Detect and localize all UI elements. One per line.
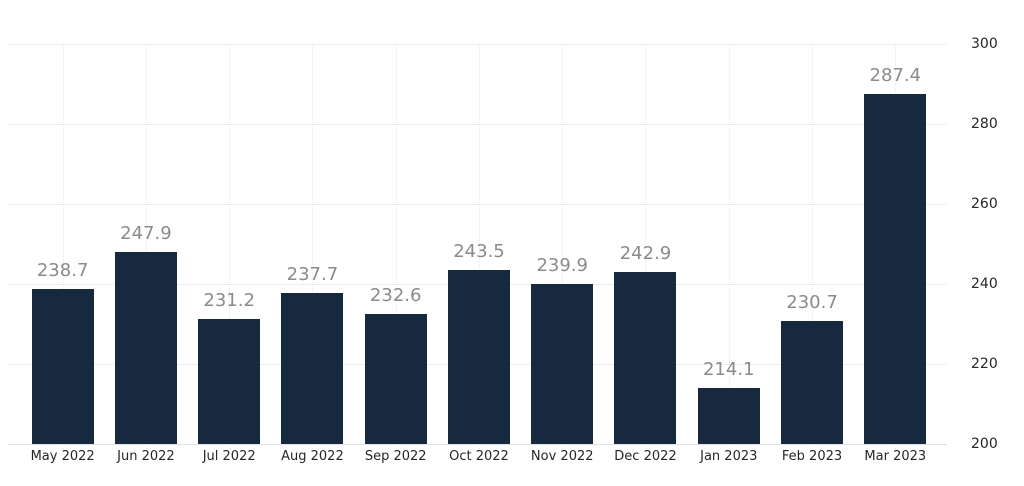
category-slot: 230.7 Feb 2023 <box>770 44 853 464</box>
bar-value-label: 239.9 <box>536 255 588 277</box>
x-axis-tick-label: May 2022 <box>30 449 95 464</box>
x-axis-tick-label: Jul 2022 <box>202 449 256 464</box>
bar-oct-2022[interactable] <box>447 270 510 444</box>
x-axis-tick-label: Aug 2022 <box>281 449 344 464</box>
bar-value-label: 247.9 <box>120 223 172 245</box>
vertical-gridline <box>478 44 480 449</box>
category-slot: 237.7 Aug 2022 <box>271 44 354 464</box>
bar-value-label: 237.7 <box>286 264 339 286</box>
bar-value-label: 232.6 <box>369 284 422 306</box>
vertical-gridline <box>62 44 64 449</box>
vertical-gridline <box>229 44 231 449</box>
y-axis-tick-label: 260 <box>971 196 998 212</box>
bar-feb-2023[interactable] <box>781 321 844 444</box>
bar-dec-2022[interactable] <box>614 272 677 444</box>
category-slot: 242.9 Dec 2022 <box>604 44 687 464</box>
bar-value-label: 243.5 <box>453 241 505 262</box>
vertical-gridline <box>145 44 147 449</box>
category-slot: 238.7 May 2022 <box>21 44 104 464</box>
y-axis-tick-label: 280 <box>971 116 998 132</box>
gridline <box>8 204 947 205</box>
x-axis-tick-label: Dec 2022 <box>614 449 677 464</box>
bar-value-label: 230.7 <box>786 292 838 314</box>
x-axis-line <box>8 444 947 445</box>
gridline <box>8 124 947 125</box>
category-slot: 243.5 Oct 2022 <box>437 44 520 464</box>
bar-mar-2023[interactable] <box>864 94 927 444</box>
gridline <box>8 44 947 45</box>
y-axis-tick-label: 200 <box>971 436 998 452</box>
bar-aug-2022[interactable] <box>281 293 344 444</box>
bar-jun-2022[interactable] <box>114 252 177 444</box>
y-axis-tick-label: 220 <box>971 356 998 372</box>
vertical-gridline <box>645 44 647 449</box>
vertical-gridline <box>312 44 314 449</box>
category-slot: 232.6 Sep 2022 <box>354 44 437 464</box>
category-slot: 231.2 Jul 2022 <box>188 44 271 464</box>
y-axis-tick-label: 240 <box>971 276 998 292</box>
x-axis-tick-label: Jun 2022 <box>117 449 175 464</box>
category-slot: 247.9 Jun 2022 <box>104 44 187 464</box>
category-slot: 239.9 Nov 2022 <box>521 44 604 464</box>
category-slot: 287.4 Mar 2023 <box>854 44 937 464</box>
vertical-gridline <box>562 44 564 449</box>
bar-value-label: 214.1 <box>702 358 755 380</box>
bar-sep-2022[interactable] <box>364 313 427 444</box>
x-axis-tick-label: Sep 2022 <box>364 449 427 464</box>
vertical-gridline <box>728 44 730 449</box>
bar-value-label: 242.9 <box>619 243 672 265</box>
vertical-gridline <box>395 44 397 449</box>
y-axis-tick-label: 300 <box>971 36 998 52</box>
x-axis-tick-label: Oct 2022 <box>449 449 509 464</box>
bar-jul-2022[interactable] <box>198 319 261 444</box>
category-slot: 214.1 Jan 2023 <box>687 44 770 464</box>
vertical-gridline <box>812 44 814 449</box>
bar-value-label: 231.2 <box>203 290 255 312</box>
x-axis-tick-label: Mar 2023 <box>864 449 927 464</box>
x-axis-tick-label: Feb 2023 <box>781 449 843 464</box>
bar-series: 238.7 May 2022 247.9 Jun 2022 231.2 Jul 2022 2… <box>21 44 937 464</box>
plot-area: 238.7 May 2022 247.9 Jun 2022 231.2 Jul 2022 2… <box>8 44 947 464</box>
bar-may-2022[interactable] <box>31 289 94 444</box>
x-axis-tick-label: Nov 2022 <box>530 449 594 464</box>
bar-jan-2023[interactable] <box>697 387 760 444</box>
bar-value-label: 238.7 <box>36 260 89 282</box>
bar-value-label: 287.4 <box>869 65 922 87</box>
x-axis-tick-label: Jan 2023 <box>700 449 758 464</box>
bar-nov-2022[interactable] <box>531 284 594 444</box>
